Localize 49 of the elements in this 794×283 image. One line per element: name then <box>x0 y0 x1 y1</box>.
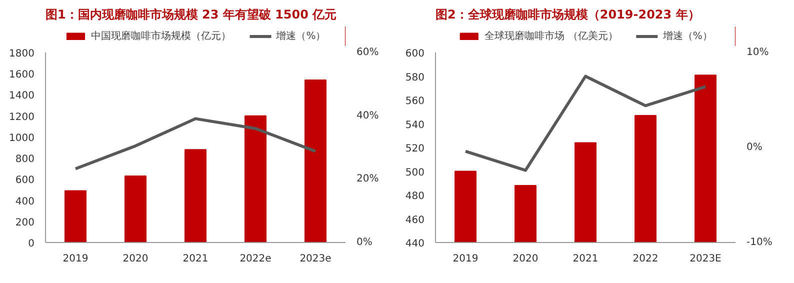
y-tick-label: 440 <box>405 238 425 250</box>
bar <box>124 176 146 242</box>
y-tick-label: 460 <box>405 214 425 226</box>
y-tick-label: 1000 <box>9 132 35 144</box>
line-series <box>464 74 707 172</box>
bar <box>184 149 206 242</box>
x-tick-label: 2021 <box>572 254 598 264</box>
y2-tick-label: -10% <box>746 237 772 248</box>
y2-tick-label: 20% <box>356 174 379 185</box>
chart-title: 图2：全球现磨咖啡市场规模（2019-2023 年） <box>436 8 700 22</box>
y2-tick-label: 0% <box>746 142 762 153</box>
x-tick-label: 2023E <box>690 254 722 264</box>
y-tick-label: 480 <box>405 191 425 202</box>
x-tick-label: 2023e <box>300 254 332 264</box>
x-tick-label: 2019 <box>62 254 88 264</box>
y-tick-label: 580 <box>405 72 425 84</box>
x-tick-label: 2020 <box>512 254 538 264</box>
x-tick-label: 2022e <box>240 254 272 264</box>
x-tick-label: 2019 <box>452 254 478 264</box>
y-tick-label: 1600 <box>9 70 35 81</box>
line-series <box>74 117 317 170</box>
y-tick-label: 1400 <box>9 90 35 102</box>
chart-title: 图1：国内现磨咖啡市场规模 23 年有望破 1500 亿元 <box>46 8 337 22</box>
y2-tick-label: 40% <box>356 110 379 122</box>
x-tick-label: 2022 <box>632 254 658 264</box>
y-tick-label: 1200 <box>9 112 35 123</box>
y-tick-label: 600 <box>405 48 425 60</box>
x-tick-label: 2021 <box>182 254 208 264</box>
bar <box>244 115 266 242</box>
legend-label: 中国现磨咖啡市场规模（亿元） <box>91 30 232 43</box>
legend-label: 增速（%） <box>276 30 326 43</box>
legend-label: 增速（%） <box>662 30 712 43</box>
y-tick-label: 400 <box>15 196 35 208</box>
y2-tick-label: 10% <box>746 47 769 58</box>
y-tick-label: 500 <box>405 167 425 178</box>
y-tick-label: 540 <box>405 120 425 131</box>
y2-tick-label: 60% <box>356 47 379 58</box>
legend-label: 全球现磨咖啡市场 （亿美元） <box>484 30 618 43</box>
y-tick-label: 520 <box>405 144 425 154</box>
bar <box>64 190 86 242</box>
y2-tick-label: 0% <box>356 237 372 248</box>
y-tick-label: 800 <box>15 154 35 166</box>
y-tick-label: 0 <box>28 238 35 250</box>
y-tick-label: 560 <box>405 96 425 107</box>
x-tick-label: 2020 <box>122 254 148 264</box>
y-tick-label: 200 <box>15 217 35 228</box>
y-tick-label: 600 <box>15 175 35 186</box>
bar <box>304 79 326 242</box>
y-tick-label: 1800 <box>9 48 35 60</box>
